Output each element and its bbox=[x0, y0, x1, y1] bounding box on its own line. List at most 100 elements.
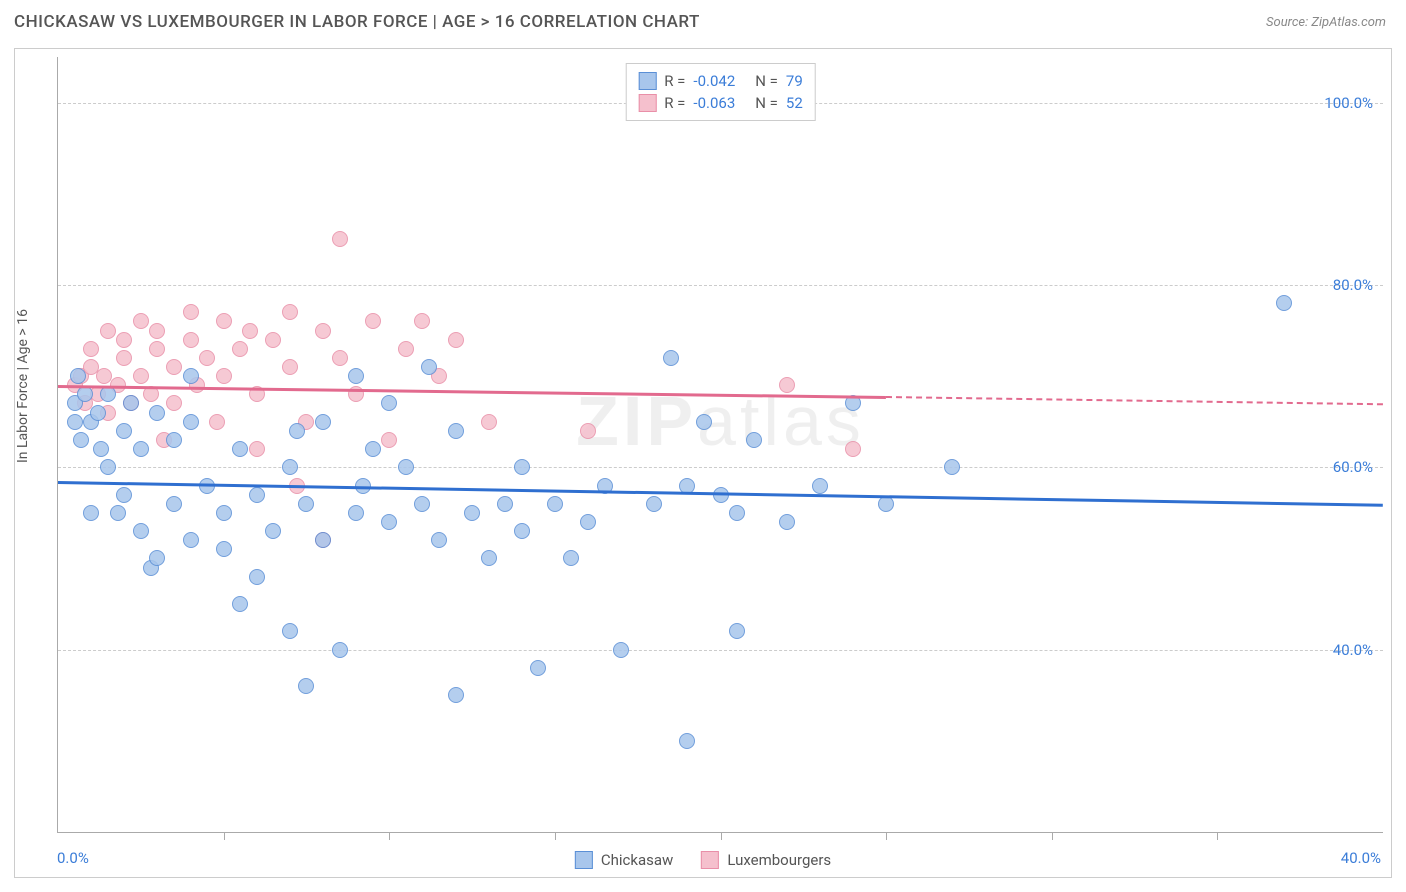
point-chickasaw bbox=[1276, 295, 1292, 311]
legend-n-label: N = bbox=[755, 72, 778, 90]
point-chickasaw bbox=[481, 550, 497, 566]
point-luxembourgers bbox=[332, 350, 348, 366]
legend-swatch bbox=[638, 94, 656, 112]
y-tick-label: 100.0% bbox=[1324, 94, 1373, 112]
point-luxembourgers bbox=[232, 341, 248, 357]
point-luxembourgers bbox=[265, 332, 281, 348]
point-chickasaw bbox=[381, 395, 397, 411]
legend-swatch bbox=[638, 72, 656, 90]
point-chickasaw bbox=[348, 368, 364, 384]
y-tick-label: 60.0% bbox=[1333, 458, 1373, 476]
point-chickasaw bbox=[729, 623, 745, 639]
legend-r-label: R = bbox=[664, 94, 685, 112]
point-luxembourgers bbox=[414, 313, 430, 329]
legend-n-label: N = bbox=[755, 94, 778, 112]
point-chickasaw bbox=[448, 423, 464, 439]
chart-container: In Labor Force | Age > 16 ZIPatlas R = -… bbox=[14, 48, 1392, 878]
legend-n-value: 79 bbox=[786, 72, 803, 90]
point-luxembourgers bbox=[282, 304, 298, 320]
x-tick bbox=[721, 832, 722, 840]
point-chickasaw bbox=[183, 414, 199, 430]
point-chickasaw bbox=[216, 541, 232, 557]
point-chickasaw bbox=[381, 514, 397, 530]
point-luxembourgers bbox=[209, 414, 225, 430]
point-luxembourgers bbox=[332, 231, 348, 247]
plot-area: ZIPatlas R = -0.042N = 79R = -0.063N = 5… bbox=[57, 57, 1383, 833]
legend-row: R = -0.063 N = 52 bbox=[638, 92, 803, 114]
point-chickasaw bbox=[77, 386, 93, 402]
point-luxembourgers bbox=[100, 323, 116, 339]
x-tick bbox=[389, 832, 390, 840]
chart-title: CHICKASAW VS LUXEMBOURGER IN LABOR FORCE… bbox=[14, 12, 700, 32]
point-chickasaw bbox=[265, 523, 281, 539]
legend-label: Chickasaw bbox=[601, 851, 673, 869]
point-luxembourgers bbox=[133, 313, 149, 329]
point-chickasaw bbox=[878, 496, 894, 512]
y-tick-label: 80.0% bbox=[1333, 276, 1373, 294]
point-chickasaw bbox=[282, 459, 298, 475]
point-chickasaw bbox=[398, 459, 414, 475]
legend-item: Chickasaw bbox=[575, 851, 673, 869]
point-chickasaw bbox=[779, 514, 795, 530]
point-chickasaw bbox=[348, 505, 364, 521]
point-luxembourgers bbox=[199, 350, 215, 366]
legend-r-value: -0.063 bbox=[693, 94, 735, 112]
point-chickasaw bbox=[563, 550, 579, 566]
point-luxembourgers bbox=[282, 359, 298, 375]
point-chickasaw bbox=[663, 350, 679, 366]
point-chickasaw bbox=[73, 432, 89, 448]
point-chickasaw bbox=[90, 405, 106, 421]
point-luxembourgers bbox=[845, 441, 861, 457]
y-axis-title: In Labor Force | Age > 16 bbox=[15, 309, 31, 463]
point-chickasaw bbox=[580, 514, 596, 530]
point-chickasaw bbox=[100, 459, 116, 475]
x-tick bbox=[1217, 832, 1218, 840]
trend-line bbox=[58, 385, 886, 398]
point-chickasaw bbox=[249, 569, 265, 585]
point-chickasaw bbox=[110, 505, 126, 521]
point-chickasaw bbox=[166, 496, 182, 512]
point-chickasaw bbox=[514, 523, 530, 539]
legend-r-value: -0.042 bbox=[693, 72, 735, 90]
point-chickasaw bbox=[123, 395, 139, 411]
x-axis-min-label: 0.0% bbox=[57, 849, 89, 867]
point-luxembourgers bbox=[216, 313, 232, 329]
point-chickasaw bbox=[332, 642, 348, 658]
point-chickasaw bbox=[530, 660, 546, 676]
point-chickasaw bbox=[298, 678, 314, 694]
point-luxembourgers bbox=[116, 332, 132, 348]
point-chickasaw bbox=[149, 550, 165, 566]
point-luxembourgers bbox=[448, 332, 464, 348]
point-chickasaw bbox=[944, 459, 960, 475]
legend-n-value: 52 bbox=[786, 94, 803, 112]
point-chickasaw bbox=[289, 423, 305, 439]
point-chickasaw bbox=[183, 532, 199, 548]
gridline bbox=[58, 285, 1383, 286]
point-chickasaw bbox=[67, 414, 83, 430]
point-chickasaw bbox=[149, 405, 165, 421]
legend-label: Luxembourgers bbox=[727, 851, 831, 869]
x-tick bbox=[224, 832, 225, 840]
point-luxembourgers bbox=[166, 395, 182, 411]
point-chickasaw bbox=[729, 505, 745, 521]
point-chickasaw bbox=[133, 441, 149, 457]
point-chickasaw bbox=[166, 432, 182, 448]
point-luxembourgers bbox=[216, 368, 232, 384]
legend-series: Chickasaw Luxembourgers bbox=[575, 851, 831, 869]
point-chickasaw bbox=[133, 523, 149, 539]
legend-correlation: R = -0.042 N = 79 R = -0.063 N = 52 bbox=[625, 63, 816, 121]
point-chickasaw bbox=[696, 414, 712, 430]
point-chickasaw bbox=[497, 496, 513, 512]
point-luxembourgers bbox=[481, 414, 497, 430]
point-chickasaw bbox=[232, 441, 248, 457]
point-chickasaw bbox=[679, 733, 695, 749]
x-tick bbox=[886, 832, 887, 840]
point-chickasaw bbox=[746, 432, 762, 448]
x-axis-max-label: 40.0% bbox=[1341, 849, 1381, 867]
point-luxembourgers bbox=[365, 313, 381, 329]
point-chickasaw bbox=[232, 596, 248, 612]
legend-row: R = -0.042N = 79 bbox=[638, 70, 803, 92]
point-chickasaw bbox=[93, 441, 109, 457]
point-chickasaw bbox=[116, 423, 132, 439]
point-chickasaw bbox=[249, 487, 265, 503]
